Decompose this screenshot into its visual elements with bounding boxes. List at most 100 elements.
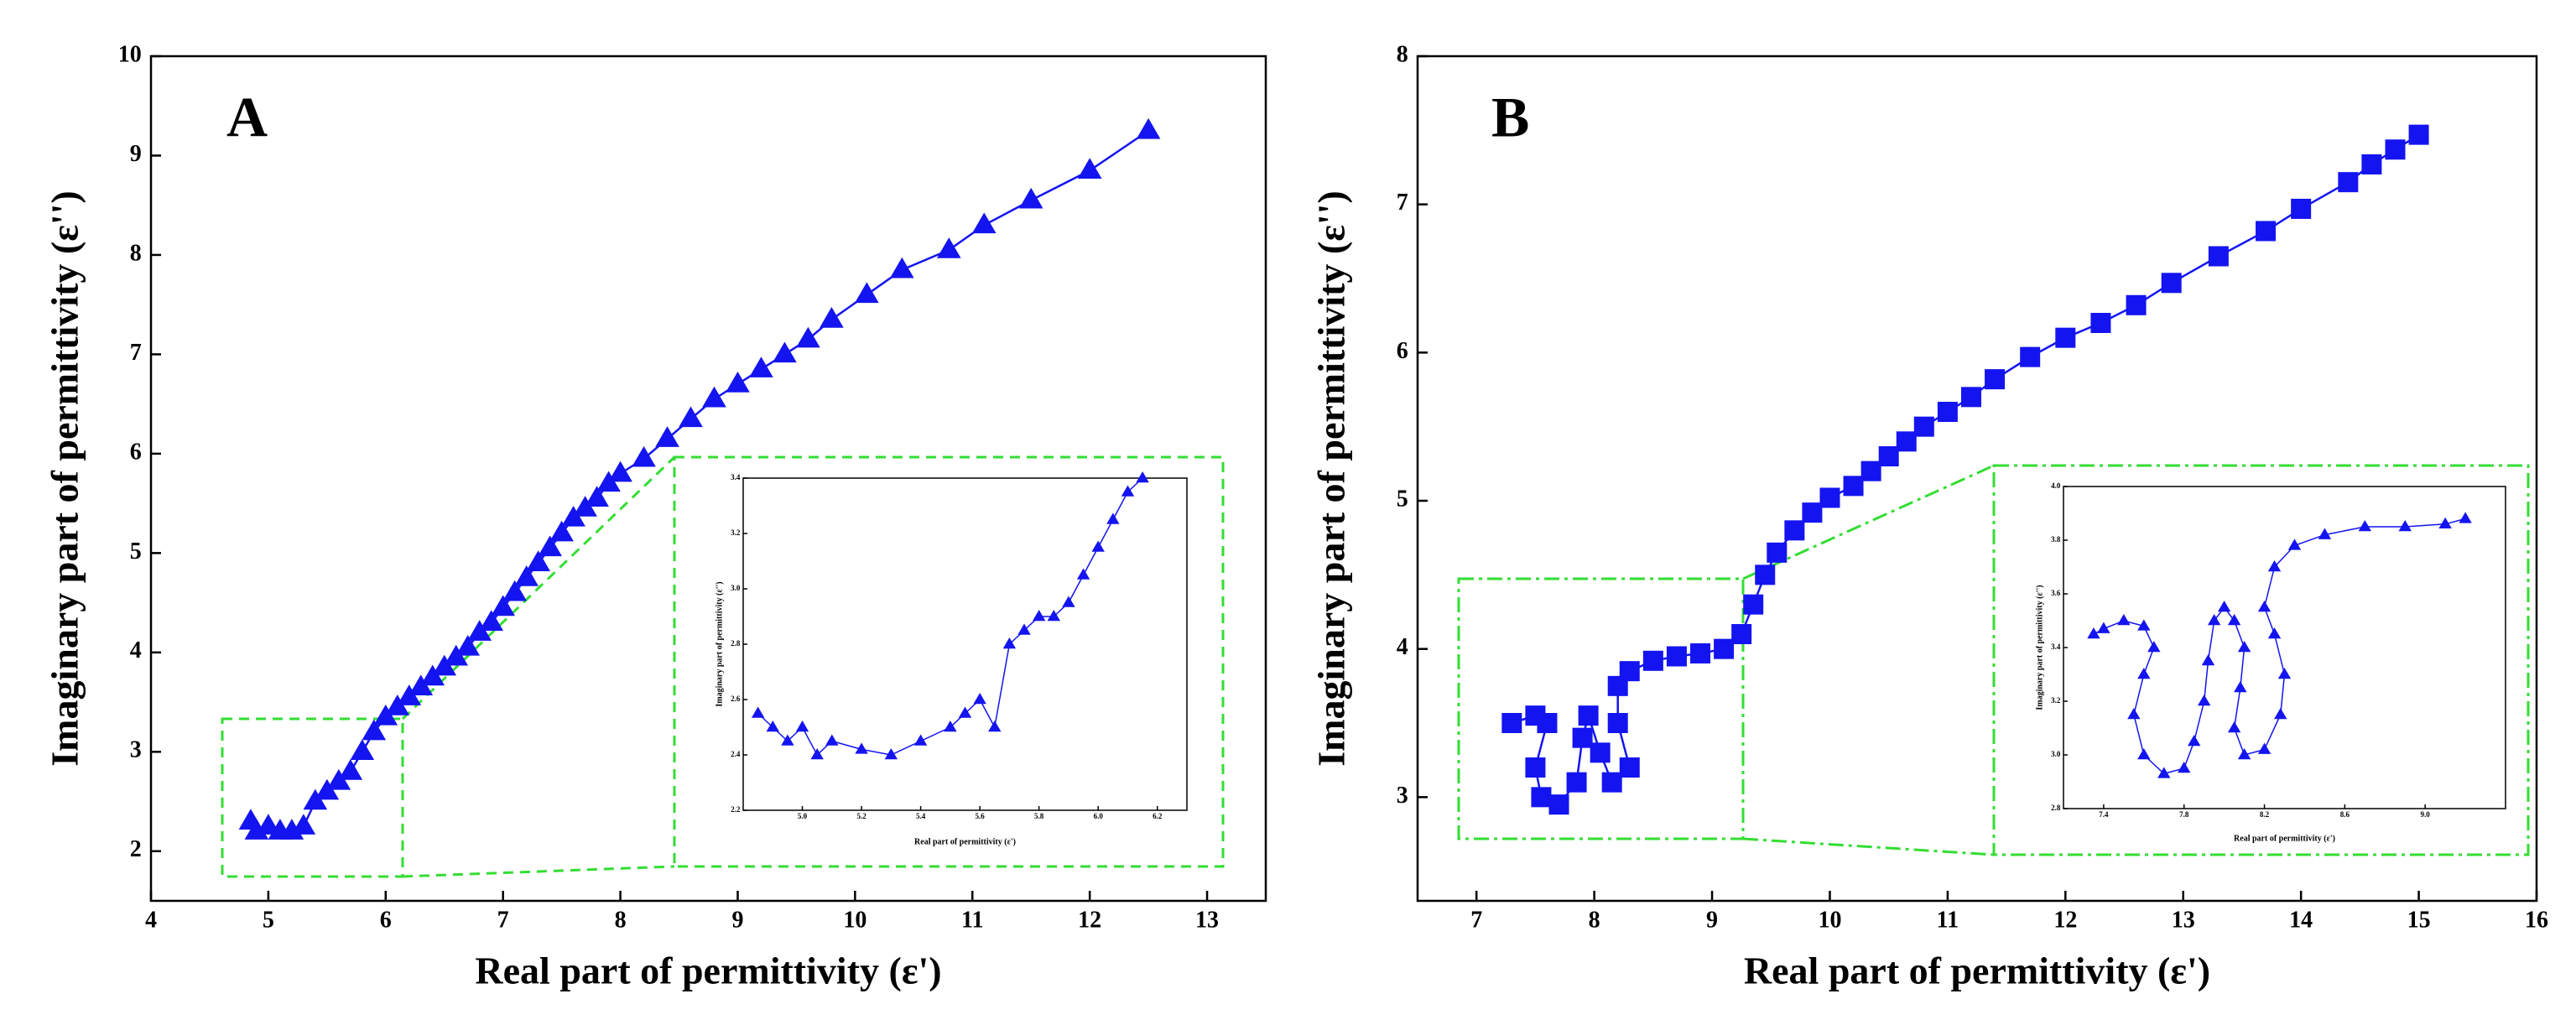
x-tick-label: 7 [497,908,509,934]
panel-label: A [226,86,268,149]
marker [291,814,316,835]
x-axis-label: Real part of permittivity (ε') [1744,950,2210,992]
marker [1047,609,1060,622]
marker [1607,713,1628,733]
x-tick-label: 6 [380,908,392,934]
x-tick-label: 5 [263,908,274,934]
x-tick-label: 11 [961,908,983,934]
marker [1960,387,1981,408]
marker [1802,502,1823,523]
y-tick-label: 3.4 [731,473,741,481]
zoom-connector [401,455,676,721]
x-tick-label: 12 [1078,908,1101,934]
marker [726,372,750,393]
y-tick-label: 2 [130,836,142,862]
marker [825,734,839,746]
marker [855,742,868,754]
plot-frame [149,55,1267,903]
y-axis-label: Imaginary part of permittivity (ε'') [2035,585,2044,710]
marker [855,282,879,304]
x-tick-label: 11 [1937,908,1959,934]
x-tick-label: 10 [843,908,866,934]
marker [2208,246,2229,267]
y-tick-label: 9 [130,141,142,167]
zoom-box [221,717,404,878]
marker [973,692,986,705]
marker [1062,596,1075,607]
x-tick-label: 13 [2172,908,2195,934]
x-tick-label: 7 [1470,908,1482,934]
marker [2459,512,2472,523]
marker [2257,742,2272,754]
plot-frame [2063,486,2506,809]
marker [1690,643,1711,663]
marker [2097,622,2110,633]
marker [2237,747,2251,760]
marker [1002,637,1017,649]
marker [2090,313,2111,333]
x-tick-label: 12 [2053,908,2077,934]
inset-background [2063,486,2506,809]
zoom-connector [402,865,675,878]
series-line [1511,133,2420,806]
marker [1076,568,1090,580]
y-tick-label: 2.8 [2051,804,2061,812]
marker [810,747,824,760]
y-tick-label: 3 [130,737,142,763]
marker [1784,520,1805,541]
marker [751,706,765,718]
marker [1578,705,1599,726]
marker [1896,431,1917,452]
zoom-connector [1742,464,1995,580]
marker [1743,594,1764,615]
marker [1032,609,1046,622]
marker [1525,757,1546,778]
x-axis-label: Real part of permittivity (ε') [475,950,941,992]
marker [655,426,679,447]
y-tick-label: 3.0 [2051,750,2061,758]
y-tick-label: 3.8 [2051,535,2061,544]
x-tick-label: 13 [1195,908,1219,934]
marker [514,565,539,586]
marker [2207,613,2221,626]
marker [2087,627,2100,639]
marker [1136,471,1149,483]
x-tick-label: 5.0 [798,812,808,820]
x-tick-label: 15 [2407,908,2431,934]
marker [2126,294,2147,315]
marker [773,341,797,363]
marker [1121,485,1135,497]
y-tick-label: 2.8 [731,639,741,648]
marker [1878,446,1899,466]
marker [2287,539,2302,550]
marker [2361,153,2382,174]
y-tick-label: 2.6 [731,695,741,703]
marker [890,257,914,278]
marker [2020,346,2041,367]
marker [944,720,957,732]
marker [988,720,1002,732]
marker [796,326,820,348]
marker [1501,713,1522,733]
marker [2157,767,2171,778]
marker [820,306,844,328]
x-tick-label: 8 [615,908,627,934]
marker [2438,517,2452,529]
marker [1572,727,1593,748]
marker [1714,638,1735,659]
y-tick-label: 6 [130,439,142,465]
y-tick-label: 2.2 [731,805,741,814]
marker [2197,694,2211,706]
marker [2227,613,2241,626]
marker [1843,476,1864,497]
marker [2257,600,2272,612]
marker [884,747,898,760]
y-axis-label: Imaginary part of permittivity (ε'') [715,581,724,706]
x-tick-label: 9 [731,908,743,934]
marker [1018,187,1043,209]
marker [1566,772,1587,793]
x-tick-label: 16 [2525,908,2548,934]
x-tick-label: 8.6 [2340,810,2350,819]
x-tick-label: 4 [145,908,157,934]
x-tick-label: 5.2 [856,812,866,820]
